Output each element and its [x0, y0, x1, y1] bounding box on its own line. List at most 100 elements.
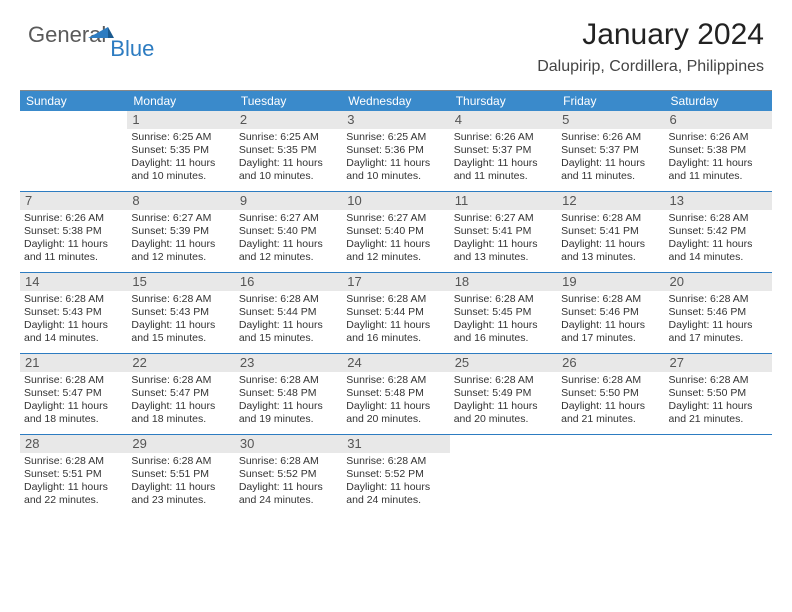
daylight-text: Daylight: 11 hours and 21 minutes. [669, 400, 768, 426]
logo: General Blue [28, 22, 176, 48]
sunset-text: Sunset: 5:38 PM [669, 144, 768, 157]
day-body: Sunrise: 6:25 AMSunset: 5:36 PMDaylight:… [342, 129, 449, 188]
calendar-cell: 4Sunrise: 6:26 AMSunset: 5:37 PMDaylight… [450, 111, 557, 191]
day-body: Sunrise: 6:26 AMSunset: 5:37 PMDaylight:… [557, 129, 664, 188]
day-body: Sunrise: 6:28 AMSunset: 5:50 PMDaylight:… [665, 372, 772, 431]
day-body: Sunrise: 6:28 AMSunset: 5:50 PMDaylight:… [557, 372, 664, 431]
sunset-text: Sunset: 5:45 PM [454, 306, 553, 319]
day-number: 29 [127, 435, 234, 453]
sunset-text: Sunset: 5:37 PM [561, 144, 660, 157]
day-body: Sunrise: 6:28 AMSunset: 5:41 PMDaylight:… [557, 210, 664, 269]
daylight-text: Daylight: 11 hours and 14 minutes. [24, 319, 123, 345]
sunrise-text: Sunrise: 6:26 AM [24, 212, 123, 225]
sunset-text: Sunset: 5:36 PM [346, 144, 445, 157]
calendar-cell: 10Sunrise: 6:27 AMSunset: 5:40 PMDayligh… [342, 192, 449, 272]
sunrise-text: Sunrise: 6:28 AM [669, 374, 768, 387]
sunrise-text: Sunrise: 6:26 AM [561, 131, 660, 144]
daylight-text: Daylight: 11 hours and 17 minutes. [561, 319, 660, 345]
calendar-cell: 27Sunrise: 6:28 AMSunset: 5:50 PMDayligh… [665, 354, 772, 434]
day-number: 4 [450, 111, 557, 129]
calendar-cell: 20Sunrise: 6:28 AMSunset: 5:46 PMDayligh… [665, 273, 772, 353]
calendar-cell: 14Sunrise: 6:28 AMSunset: 5:43 PMDayligh… [20, 273, 127, 353]
sunrise-text: Sunrise: 6:28 AM [561, 212, 660, 225]
daylight-text: Daylight: 11 hours and 11 minutes. [561, 157, 660, 183]
day-body: Sunrise: 6:27 AMSunset: 5:40 PMDaylight:… [235, 210, 342, 269]
sunrise-text: Sunrise: 6:28 AM [669, 212, 768, 225]
day-body: Sunrise: 6:25 AMSunset: 5:35 PMDaylight:… [235, 129, 342, 188]
sunset-text: Sunset: 5:52 PM [346, 468, 445, 481]
daylight-text: Daylight: 11 hours and 23 minutes. [131, 481, 230, 507]
sunrise-text: Sunrise: 6:28 AM [239, 455, 338, 468]
sunrise-text: Sunrise: 6:28 AM [561, 374, 660, 387]
day-body: Sunrise: 6:28 AMSunset: 5:46 PMDaylight:… [665, 291, 772, 350]
calendar-cell: 12Sunrise: 6:28 AMSunset: 5:41 PMDayligh… [557, 192, 664, 272]
daylight-text: Daylight: 11 hours and 22 minutes. [24, 481, 123, 507]
sunrise-text: Sunrise: 6:28 AM [131, 293, 230, 306]
day-body: Sunrise: 6:28 AMSunset: 5:44 PMDaylight:… [235, 291, 342, 350]
day-body: Sunrise: 6:27 AMSunset: 5:39 PMDaylight:… [127, 210, 234, 269]
day-header: Tuesday [235, 91, 342, 111]
day-body: Sunrise: 6:28 AMSunset: 5:49 PMDaylight:… [450, 372, 557, 431]
sunset-text: Sunset: 5:48 PM [346, 387, 445, 400]
daylight-text: Daylight: 11 hours and 10 minutes. [131, 157, 230, 183]
day-body: Sunrise: 6:28 AMSunset: 5:42 PMDaylight:… [665, 210, 772, 269]
daylight-text: Daylight: 11 hours and 12 minutes. [239, 238, 338, 264]
daylight-text: Daylight: 11 hours and 16 minutes. [454, 319, 553, 345]
daylight-text: Daylight: 11 hours and 20 minutes. [346, 400, 445, 426]
calendar-cell: 1Sunrise: 6:25 AMSunset: 5:35 PMDaylight… [127, 111, 234, 191]
day-number: 2 [235, 111, 342, 129]
page-title: January 2024 [537, 18, 764, 52]
location-subtitle: Dalupirip, Cordillera, Philippines [537, 58, 764, 76]
day-header-row: Sunday Monday Tuesday Wednesday Thursday… [20, 91, 772, 111]
day-body: Sunrise: 6:28 AMSunset: 5:48 PMDaylight:… [235, 372, 342, 431]
daylight-text: Daylight: 11 hours and 18 minutes. [24, 400, 123, 426]
daylight-text: Daylight: 11 hours and 11 minutes. [454, 157, 553, 183]
day-number: 5 [557, 111, 664, 129]
day-number: 25 [450, 354, 557, 372]
daylight-text: Daylight: 11 hours and 21 minutes. [561, 400, 660, 426]
daylight-text: Daylight: 11 hours and 15 minutes. [239, 319, 338, 345]
logo-text-blue: Blue [110, 36, 154, 62]
sunrise-text: Sunrise: 6:28 AM [131, 455, 230, 468]
day-number: 16 [235, 273, 342, 291]
daylight-text: Daylight: 11 hours and 18 minutes. [131, 400, 230, 426]
sunset-text: Sunset: 5:43 PM [131, 306, 230, 319]
day-number: 12 [557, 192, 664, 210]
day-body: Sunrise: 6:28 AMSunset: 5:51 PMDaylight:… [20, 453, 127, 512]
day-number: 19 [557, 273, 664, 291]
day-body: Sunrise: 6:26 AMSunset: 5:38 PMDaylight:… [20, 210, 127, 269]
daylight-text: Daylight: 11 hours and 24 minutes. [346, 481, 445, 507]
calendar-cell: 8Sunrise: 6:27 AMSunset: 5:39 PMDaylight… [127, 192, 234, 272]
calendar: Sunday Monday Tuesday Wednesday Thursday… [20, 90, 772, 515]
sunrise-text: Sunrise: 6:28 AM [669, 293, 768, 306]
sunset-text: Sunset: 5:41 PM [561, 225, 660, 238]
sunset-text: Sunset: 5:44 PM [239, 306, 338, 319]
sunrise-text: Sunrise: 6:28 AM [454, 293, 553, 306]
calendar-cell: 6Sunrise: 6:26 AMSunset: 5:38 PMDaylight… [665, 111, 772, 191]
week-row: 14Sunrise: 6:28 AMSunset: 5:43 PMDayligh… [20, 273, 772, 354]
calendar-cell: 17Sunrise: 6:28 AMSunset: 5:44 PMDayligh… [342, 273, 449, 353]
day-number: 24 [342, 354, 449, 372]
sunset-text: Sunset: 5:35 PM [131, 144, 230, 157]
sunset-text: Sunset: 5:42 PM [669, 225, 768, 238]
day-number: 6 [665, 111, 772, 129]
calendar-cell: 7Sunrise: 6:26 AMSunset: 5:38 PMDaylight… [20, 192, 127, 272]
day-number: 31 [342, 435, 449, 453]
day-body: Sunrise: 6:28 AMSunset: 5:52 PMDaylight:… [342, 453, 449, 512]
calendar-cell: 23Sunrise: 6:28 AMSunset: 5:48 PMDayligh… [235, 354, 342, 434]
calendar-cell [450, 435, 557, 515]
week-row: 7Sunrise: 6:26 AMSunset: 5:38 PMDaylight… [20, 192, 772, 273]
calendar-cell: 26Sunrise: 6:28 AMSunset: 5:50 PMDayligh… [557, 354, 664, 434]
calendar-cell: 19Sunrise: 6:28 AMSunset: 5:46 PMDayligh… [557, 273, 664, 353]
day-number: 27 [665, 354, 772, 372]
day-body: Sunrise: 6:25 AMSunset: 5:35 PMDaylight:… [127, 129, 234, 188]
day-body: Sunrise: 6:28 AMSunset: 5:43 PMDaylight:… [20, 291, 127, 350]
day-body: Sunrise: 6:28 AMSunset: 5:52 PMDaylight:… [235, 453, 342, 512]
sunrise-text: Sunrise: 6:28 AM [346, 455, 445, 468]
day-body: Sunrise: 6:28 AMSunset: 5:47 PMDaylight:… [20, 372, 127, 431]
sunset-text: Sunset: 5:41 PM [454, 225, 553, 238]
day-header: Sunday [20, 91, 127, 111]
calendar-cell: 13Sunrise: 6:28 AMSunset: 5:42 PMDayligh… [665, 192, 772, 272]
day-number: 17 [342, 273, 449, 291]
sunset-text: Sunset: 5:43 PM [24, 306, 123, 319]
